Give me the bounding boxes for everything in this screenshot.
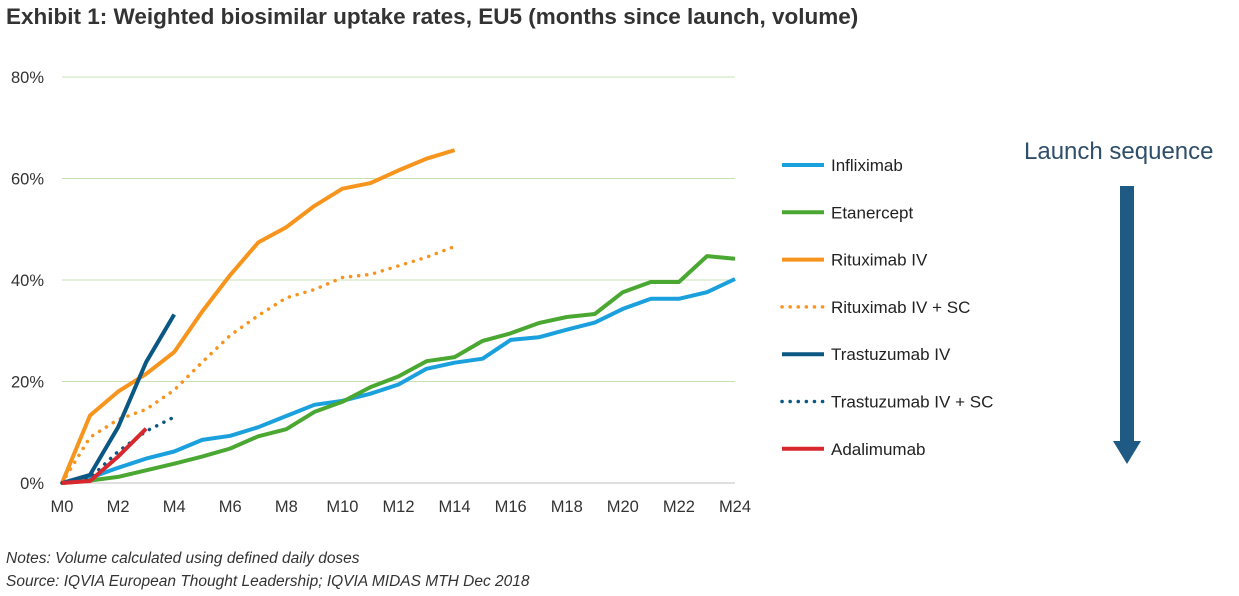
- x-tick-label: M24: [719, 498, 751, 516]
- y-tick-label: 80%: [11, 69, 44, 87]
- chart-title: Exhibit 1: Weighted biosimilar uptake ra…: [6, 4, 859, 29]
- x-tick-label: M22: [663, 498, 695, 516]
- x-tick-label: M18: [551, 498, 583, 516]
- legend-label: Infliximab: [831, 156, 903, 175]
- legend-label: Etanercept: [831, 203, 913, 222]
- x-tick-label: M2: [107, 498, 130, 516]
- x-tick-label: M16: [495, 498, 527, 516]
- series-line-trastuzumab-iv: [61, 313, 176, 485]
- x-tick-label: M20: [607, 498, 639, 516]
- grid-lines: [62, 76, 735, 382]
- x-tick-label: M12: [382, 498, 414, 516]
- x-tick-label: M6: [219, 498, 242, 516]
- arrow-head: [1113, 441, 1141, 464]
- series-line-rituximab-iv-sc: [60, 244, 457, 485]
- series-line-rituximab-iv: [60, 148, 456, 484]
- x-tick-label: M0: [51, 498, 74, 516]
- legend-label: Rituximab IV: [831, 251, 928, 270]
- legend: Infliximab Etanercept Rituximab IV Rituxima…: [780, 156, 993, 459]
- launch-sequence-label: Launch sequence: [1024, 138, 1214, 165]
- arrow-shaft: [1120, 186, 1134, 442]
- x-tick-label: M14: [439, 498, 471, 516]
- series-line-infliximab: [61, 277, 736, 485]
- legend-label: Trastuzumab IV: [831, 345, 951, 364]
- series-line-adalimumab: [61, 427, 148, 485]
- y-tick-label: 40%: [11, 272, 44, 290]
- launch-sequence-arrow: [1113, 186, 1141, 464]
- y-tick-label: 20%: [11, 374, 44, 392]
- notes-text: Notes: Volume calculated using defined d…: [6, 550, 360, 567]
- x-tick-label: M10: [326, 498, 358, 516]
- series-line-trastuzumab-iv-sc: [60, 415, 176, 485]
- x-tick-label: M8: [275, 498, 298, 516]
- series-lines: [60, 148, 736, 485]
- x-tick-label: M4: [163, 498, 186, 516]
- legend-label: Rituximab IV + SC: [831, 298, 970, 317]
- y-tick-label: 60%: [11, 171, 44, 189]
- y-tick-label: 0%: [20, 475, 44, 493]
- axes: 0% 20% 40% 60% 80% M0 M2 M4 M6 M8 M10 M12 M14 M16 M18 M…: [11, 69, 751, 516]
- legend-label: Trastuzumab IV + SC: [831, 393, 993, 412]
- source-text: Source: IQVIA European Thought Leadershi…: [6, 573, 530, 590]
- series-line-etanercept: [61, 254, 736, 485]
- legend-label: Adalimumab: [831, 440, 926, 459]
